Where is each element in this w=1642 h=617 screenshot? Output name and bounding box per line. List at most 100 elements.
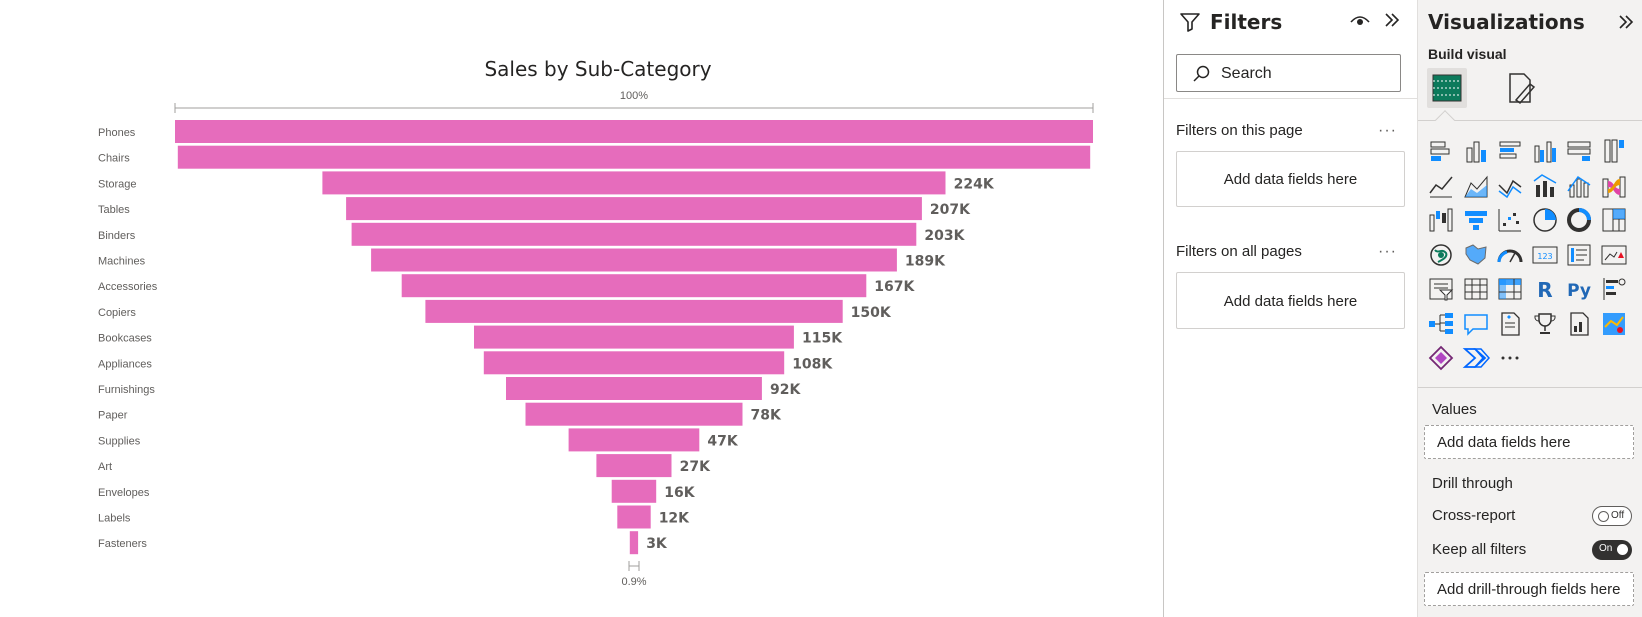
drill-through-drop-zone[interactable]: Add drill-through fields here xyxy=(1424,572,1634,606)
kpi-visual-icon[interactable] xyxy=(1599,240,1629,270)
drill-through-label: Drill through xyxy=(1432,475,1513,492)
goals-visual-icon[interactable] xyxy=(1530,309,1560,339)
stacked-column-visual-icon[interactable] xyxy=(1461,136,1491,166)
category-label: Art xyxy=(98,461,112,473)
azure-map-visual-icon[interactable] xyxy=(1599,309,1629,339)
data-label: 224K xyxy=(954,176,995,192)
funnel-visual-icon[interactable] xyxy=(1461,205,1491,235)
decomposition-tree-visual-icon[interactable] xyxy=(1426,309,1456,339)
funnel-bar-storage[interactable] xyxy=(322,171,946,195)
multi-row-card-visual-icon[interactable] xyxy=(1564,240,1594,270)
slicer-visual-icon[interactable] xyxy=(1426,274,1456,304)
line-visual-icon[interactable] xyxy=(1426,171,1456,201)
qa-visual-icon[interactable] xyxy=(1461,309,1491,339)
cross-report-toggle[interactable]: Off xyxy=(1592,506,1632,526)
card-visual-icon[interactable]: 123 xyxy=(1530,240,1560,270)
treemap-visual-icon[interactable] xyxy=(1599,205,1629,235)
values-drop-zone[interactable]: Add data fields here xyxy=(1424,425,1634,459)
search-placeholder: Search xyxy=(1221,65,1272,82)
line-clustered-column-visual-icon[interactable] xyxy=(1564,171,1594,201)
canvas-divider xyxy=(1163,0,1164,617)
paginated-report-visual-icon[interactable] xyxy=(1564,309,1594,339)
filters-page-more-button[interactable]: ··· xyxy=(1378,122,1397,139)
filters-all-more-button[interactable]: ··· xyxy=(1378,243,1397,260)
funnel-chart[interactable]: Sales by Sub-Category 100% Phones Chairs S… xyxy=(0,0,1164,617)
funnel-bar-art[interactable] xyxy=(596,454,672,478)
area-visual-icon[interactable] xyxy=(1461,171,1491,201)
build-visual-tab[interactable] xyxy=(1427,68,1467,108)
category-label: Supplies xyxy=(98,435,141,447)
svg-text:123: 123 xyxy=(1537,252,1552,261)
key-influencers-visual-icon[interactable] xyxy=(1599,274,1629,304)
funnel-bar-appliances[interactable] xyxy=(483,351,785,375)
filters-pane: Filters Search Filters on this page ··· … xyxy=(1164,0,1418,617)
stacked-area-visual-icon[interactable] xyxy=(1495,171,1525,201)
funnel-bar-labels[interactable] xyxy=(617,505,651,529)
data-label: 207K xyxy=(930,202,971,218)
data-label: 92K xyxy=(770,382,801,398)
format-visual-tab[interactable] xyxy=(1502,68,1542,108)
cross-report-label: Cross-report xyxy=(1432,507,1516,524)
line-stacked-column-visual-icon[interactable] xyxy=(1530,171,1560,201)
funnel-bar-bookcases[interactable] xyxy=(474,325,794,349)
filters-on-this-page-label: Filters on this page xyxy=(1176,122,1303,139)
clustered-column-visual-icon[interactable] xyxy=(1530,136,1560,166)
gauge-visual-icon[interactable] xyxy=(1495,240,1525,270)
smart-narrative-visual-icon[interactable] xyxy=(1495,309,1525,339)
ribbon-visual-icon[interactable] xyxy=(1599,171,1629,201)
pie-visual-icon[interactable] xyxy=(1530,205,1560,235)
data-label: 27K xyxy=(680,459,711,475)
stacked-bar-visual-icon[interactable] xyxy=(1426,136,1456,166)
funnel-bar-copiers[interactable] xyxy=(425,299,843,323)
funnel-bar-envelopes[interactable] xyxy=(611,479,657,503)
power-automate-visual-icon[interactable] xyxy=(1461,343,1491,373)
eye-icon[interactable] xyxy=(1348,10,1372,30)
filters-page-drop-zone[interactable]: Add data fields here xyxy=(1176,151,1405,207)
category-label: Machines xyxy=(98,256,146,268)
funnel-bar-binders[interactable] xyxy=(351,222,917,246)
python-visual-visual-icon[interactable]: Py xyxy=(1564,274,1594,304)
r-visual-visual-icon[interactable]: R xyxy=(1530,274,1560,304)
keep-all-filters-toggle[interactable]: On xyxy=(1592,540,1632,560)
collapse-filters-icon[interactable] xyxy=(1382,10,1402,30)
filters-all-drop-zone[interactable]: Add data fields here xyxy=(1176,272,1405,329)
toggle-state-label: Off xyxy=(1611,510,1625,521)
scatter-visual-icon[interactable] xyxy=(1495,205,1525,235)
funnel-bar-paper[interactable] xyxy=(525,402,743,426)
collapse-visualizations-icon[interactable] xyxy=(1616,12,1636,32)
data-label: 108K xyxy=(792,356,833,372)
100-stacked-bar-visual-icon[interactable] xyxy=(1564,136,1594,166)
drop-zone-label: Add data fields here xyxy=(1437,434,1571,451)
funnel-bar-chairs[interactable] xyxy=(177,145,1091,169)
funnel-bar-accessories[interactable] xyxy=(401,274,867,298)
matrix-visual-icon[interactable] xyxy=(1495,274,1525,304)
filters-divider xyxy=(1164,98,1417,99)
more-visuals-visual-icon[interactable] xyxy=(1495,343,1525,373)
filled-map-visual-icon[interactable] xyxy=(1461,240,1491,270)
filters-search-input[interactable]: Search xyxy=(1176,54,1401,92)
viz-divider xyxy=(1418,120,1642,121)
viz-divider-2 xyxy=(1418,387,1642,388)
category-label: Bookcases xyxy=(98,333,152,345)
funnel-bar-supplies[interactable] xyxy=(568,428,700,452)
donut-visual-icon[interactable] xyxy=(1564,205,1594,235)
power-apps-visual-icon[interactable] xyxy=(1426,343,1456,373)
category-label: Paper xyxy=(98,410,128,422)
category-label: Fasteners xyxy=(98,538,147,550)
funnel-bar-furnishings[interactable] xyxy=(506,377,762,400)
funnel-bar-machines[interactable] xyxy=(371,248,897,272)
funnel-bar-phones[interactable] xyxy=(175,120,1093,143)
toggle-state-label: On xyxy=(1599,543,1613,554)
clustered-bar-visual-icon[interactable] xyxy=(1495,136,1525,166)
table-visual-icon[interactable] xyxy=(1461,274,1491,304)
waterfall-visual-icon[interactable] xyxy=(1426,205,1456,235)
map-visual-icon[interactable] xyxy=(1426,240,1456,270)
bottom-percent-label: 0.9% xyxy=(621,576,646,588)
100-stacked-column-visual-icon[interactable] xyxy=(1599,136,1629,166)
funnel-bar-fasteners[interactable] xyxy=(629,531,639,555)
category-label: Binders xyxy=(98,230,136,242)
drop-zone-label: Add data fields here xyxy=(1223,171,1358,188)
filters-title: Filters xyxy=(1210,10,1283,34)
data-label: 47K xyxy=(707,433,738,449)
funnel-bar-tables[interactable] xyxy=(346,197,922,221)
